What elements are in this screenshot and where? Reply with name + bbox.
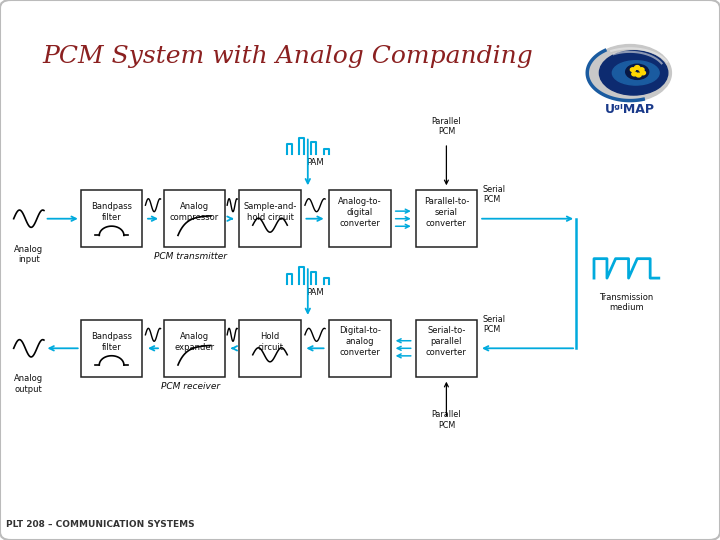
Text: PAM: PAM: [306, 158, 324, 167]
Text: Digital-to-
analog
converter: Digital-to- analog converter: [339, 326, 381, 357]
Circle shape: [632, 72, 637, 76]
Text: Bandpass
filter: Bandpass filter: [91, 332, 132, 352]
FancyBboxPatch shape: [239, 191, 301, 247]
Text: PCM System with Analog Companding: PCM System with Analog Companding: [42, 45, 534, 68]
Circle shape: [641, 71, 646, 75]
Text: Analog
compressor: Analog compressor: [170, 202, 219, 222]
Ellipse shape: [589, 44, 671, 102]
Text: Hold
circuit: Hold circuit: [257, 332, 283, 352]
Text: PCM receiver: PCM receiver: [161, 382, 220, 390]
Ellipse shape: [612, 60, 660, 85]
Circle shape: [635, 65, 640, 69]
Ellipse shape: [626, 64, 649, 79]
Circle shape: [631, 68, 635, 71]
Text: Parallel-to-
serial
converter: Parallel-to- serial converter: [423, 197, 469, 228]
Circle shape: [636, 73, 641, 77]
Text: Analog-to-
digital
converter: Analog-to- digital converter: [338, 197, 382, 228]
Text: Transmission
medium: Transmission medium: [599, 293, 654, 313]
Text: Parallel
PCM: Parallel PCM: [432, 410, 461, 430]
Text: Sample-and-
hold circuit: Sample-and- hold circuit: [243, 202, 297, 222]
FancyBboxPatch shape: [81, 320, 143, 377]
Text: Analog
expander: Analog expander: [174, 332, 215, 352]
Text: Analog
output: Analog output: [14, 374, 43, 394]
Text: UᵍᴵMAP: UᵍᴵMAP: [605, 103, 655, 116]
FancyBboxPatch shape: [416, 320, 477, 377]
FancyBboxPatch shape: [239, 320, 301, 377]
FancyBboxPatch shape: [164, 320, 225, 377]
FancyBboxPatch shape: [330, 191, 390, 247]
Text: Serial-to-
parallel
converter: Serial-to- parallel converter: [426, 326, 467, 357]
Ellipse shape: [599, 51, 668, 95]
FancyBboxPatch shape: [416, 191, 477, 247]
Text: Serial
PCM: Serial PCM: [482, 315, 505, 334]
Text: Parallel
PCM: Parallel PCM: [432, 117, 461, 136]
FancyBboxPatch shape: [81, 191, 143, 247]
Text: Bandpass
filter: Bandpass filter: [91, 202, 132, 222]
Text: Serial
PCM: Serial PCM: [482, 185, 505, 205]
Text: Analog
input: Analog input: [14, 245, 43, 264]
FancyBboxPatch shape: [164, 191, 225, 247]
Text: PAM: PAM: [306, 288, 324, 297]
Text: PLT 208 – COMMUNICATION SYSTEMS: PLT 208 – COMMUNICATION SYSTEMS: [6, 521, 195, 529]
Circle shape: [639, 68, 644, 71]
Text: PCM transmitter: PCM transmitter: [154, 252, 228, 261]
FancyBboxPatch shape: [330, 320, 390, 377]
